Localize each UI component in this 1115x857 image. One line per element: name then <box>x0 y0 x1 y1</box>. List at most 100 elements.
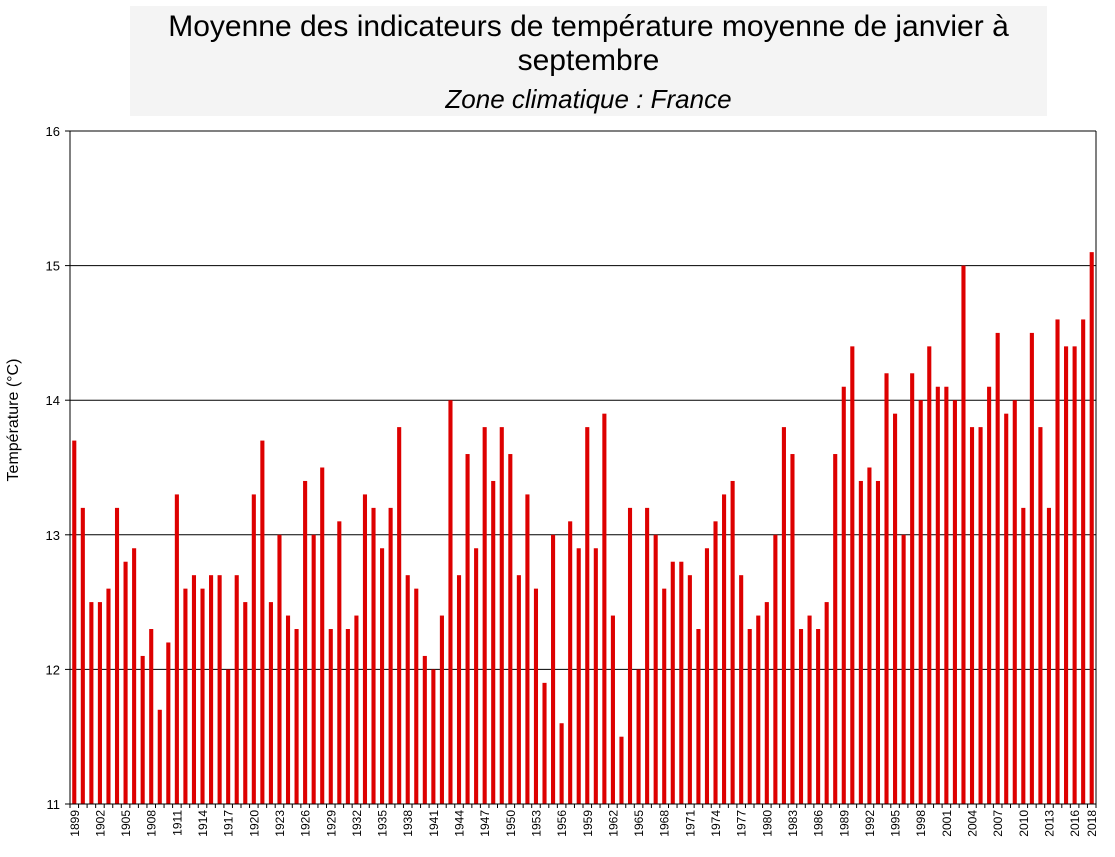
bar-1987 <box>824 602 829 804</box>
bar-1953 <box>533 588 539 804</box>
bar-2015 <box>1064 346 1069 804</box>
x-tick-label-1926: 1926 <box>299 810 313 837</box>
bar-1978 <box>747 629 752 804</box>
x-tick-label-2016: 2016 <box>1068 810 1082 837</box>
x-tick-label-1980: 1980 <box>760 810 774 837</box>
bar-1977 <box>739 575 744 804</box>
x-tick-label-1965: 1965 <box>632 810 646 837</box>
bar-1988 <box>833 454 838 804</box>
x-tick-label-1950: 1950 <box>504 810 518 837</box>
bar-1950 <box>508 454 513 804</box>
bar-1944 <box>456 575 462 804</box>
bar-1907 <box>140 655 145 804</box>
bar-1948 <box>491 480 496 804</box>
bar-1900 <box>80 507 85 804</box>
bar-1930 <box>337 521 342 804</box>
bar-1971 <box>687 575 692 804</box>
x-tick-label-1914: 1914 <box>196 810 210 837</box>
bar-1975 <box>722 494 727 804</box>
bar-2006 <box>987 386 992 804</box>
bar-1983 <box>790 454 795 804</box>
bar-1927 <box>311 534 316 804</box>
y-tick-label-13: 13 <box>46 528 60 543</box>
bar-1962 <box>610 615 615 804</box>
chart-subtitle: Zone climatique : France <box>445 84 732 114</box>
bar-2007 <box>995 332 1000 804</box>
bar-1917 <box>226 669 231 804</box>
bar-1899 <box>72 440 77 804</box>
bar-1998 <box>918 400 923 804</box>
bar-1929 <box>328 629 333 804</box>
bar-1989 <box>841 386 846 804</box>
x-tick-label-2001: 2001 <box>940 810 954 837</box>
chart-title-box: Moyenne des indicateurs de température m… <box>130 6 1047 116</box>
bar-1924 <box>285 615 291 804</box>
bar-1981 <box>773 534 778 804</box>
bar-1961 <box>602 413 607 804</box>
bar-2004 <box>969 427 975 804</box>
bar-2018 <box>1089 252 1094 804</box>
x-tick-label-2007: 2007 <box>991 810 1005 837</box>
bar-1914 <box>200 588 205 804</box>
x-tick-label-1992: 1992 <box>863 810 877 837</box>
x-tick-label-1953: 1953 <box>529 810 543 837</box>
bar-1982 <box>781 427 786 804</box>
bar-1926 <box>303 480 308 804</box>
bar-2016 <box>1072 346 1077 804</box>
bar-1925 <box>294 629 299 804</box>
bar-1937 <box>397 427 402 804</box>
bar-1992 <box>867 467 872 804</box>
bar-1980 <box>764 602 769 804</box>
bar-1902 <box>97 602 102 804</box>
bar-1955 <box>551 534 556 804</box>
bar-1976 <box>730 480 735 804</box>
x-tick-label-1905: 1905 <box>119 810 133 837</box>
y-tick-label-12: 12 <box>46 662 60 677</box>
bar-2009 <box>1012 400 1017 804</box>
gridlines <box>70 130 1096 670</box>
bar-2001 <box>944 386 949 804</box>
bar-2014 <box>1055 319 1060 804</box>
x-tick-label-1917: 1917 <box>222 810 236 837</box>
bar-1938 <box>405 575 410 804</box>
bar-1919 <box>243 602 248 804</box>
bar-1905 <box>123 561 128 804</box>
bar-2000 <box>935 386 940 804</box>
bar-1959 <box>585 427 590 804</box>
bar-1964 <box>627 507 633 804</box>
bar-2013 <box>1046 507 1052 804</box>
x-tick-label-1947: 1947 <box>478 810 492 837</box>
bar-1908 <box>149 629 154 804</box>
bar-1940 <box>422 655 427 804</box>
x-tick-label-1956: 1956 <box>555 810 569 837</box>
x-tick-label-1989: 1989 <box>837 810 851 837</box>
bar-1928 <box>320 467 325 804</box>
x-tick-label-1959: 1959 <box>581 810 595 837</box>
y-tick-label-16: 16 <box>46 124 60 139</box>
bar-1901 <box>89 602 94 804</box>
bar-1903 <box>106 588 111 804</box>
x-tick-label-1962: 1962 <box>606 810 620 837</box>
bar-1974 <box>713 521 718 804</box>
bar-1990 <box>850 346 855 804</box>
bar-1910 <box>166 642 171 804</box>
x-tick-label-1908: 1908 <box>145 810 159 837</box>
bar-1921 <box>260 440 265 804</box>
x-tick-label-1932: 1932 <box>350 810 364 837</box>
x-tick-label-1986: 1986 <box>812 810 826 837</box>
x-tick-label-1971: 1971 <box>683 810 697 837</box>
bar-2017 <box>1081 319 1086 804</box>
bar-1969 <box>670 561 675 804</box>
x-tick-label-1911: 1911 <box>170 810 184 836</box>
bar-1911 <box>174 494 179 804</box>
x-tick-labels: 1899 1902 1905 1908 1911 1914 1917 1920 1923 1926… <box>68 810 1099 837</box>
bar-1968 <box>662 588 667 804</box>
bar-2010 <box>1021 507 1026 804</box>
x-tick-label-1977: 1977 <box>735 810 749 837</box>
bar-1963 <box>619 736 624 804</box>
bar-1951 <box>516 575 521 804</box>
bar-1991 <box>858 480 863 804</box>
x-tick-label-1941: 1941 <box>427 810 441 837</box>
bar-1909 <box>157 709 162 804</box>
bar-1923 <box>277 534 282 804</box>
